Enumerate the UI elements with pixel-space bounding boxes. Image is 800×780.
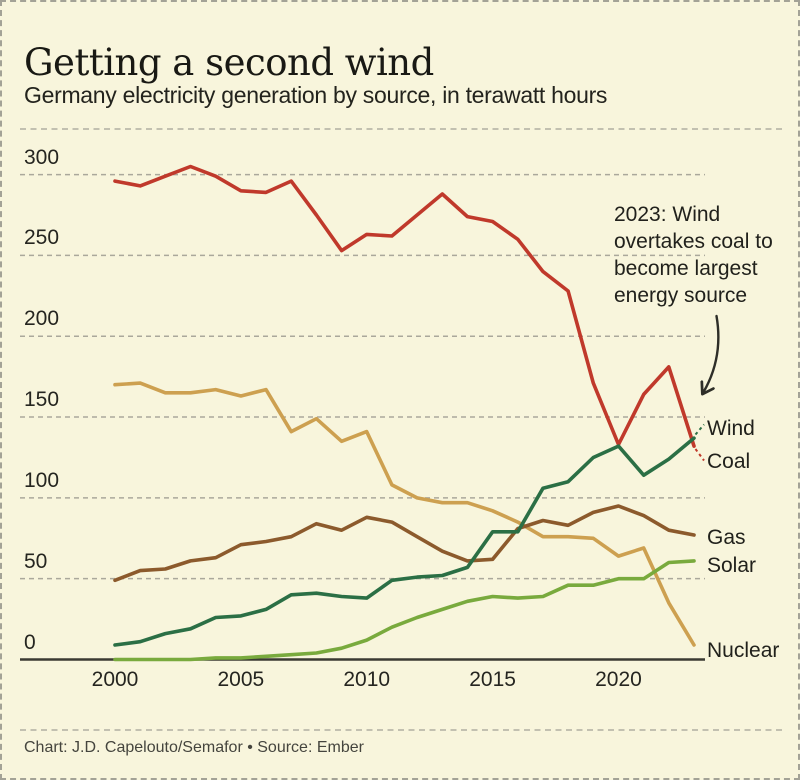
series-label-wind: Wind [707, 417, 755, 441]
series-label-coal: Coal [707, 450, 751, 474]
y-axis-tick-label-50: 50 [24, 549, 48, 573]
series-label-gas: Gas [707, 526, 746, 550]
y-axis-tick-label-100: 100 [24, 468, 60, 492]
series-lines [113, 164, 696, 662]
series-line-gas [113, 504, 696, 583]
series-line-wind [113, 436, 696, 647]
annotation-text: 2023: Wind overtakes coal to become larg… [614, 203, 773, 307]
x-axis-tick-label-2000: 2000 [91, 668, 139, 691]
annotation-arrow [703, 314, 720, 393]
x-axis-tick-label-2005: 2005 [217, 668, 265, 691]
credit-line: Chart: J.D. Capelouto/Semafor • Source: … [24, 739, 364, 756]
x-axis-tick-label-2015: 2015 [469, 668, 516, 691]
series-line-coal [113, 164, 696, 448]
chart-subtitle: Germany electricity generation by source… [24, 82, 608, 108]
x-axis-tick-label-2010: 2010 [343, 668, 391, 691]
y-axis-tick-label-200: 200 [24, 307, 60, 331]
y-axis-tick-label-150: 150 [24, 388, 60, 412]
page-title: Getting a second wind [24, 40, 434, 84]
leader-wind [694, 423, 705, 436]
series-line-nuclear [113, 381, 696, 647]
chart-decorations [694, 314, 720, 462]
x-axis-tick-label-2020: 2020 [595, 668, 642, 691]
y-axis-tick-label-300: 300 [24, 145, 60, 169]
y-axis-tick-label-250: 250 [24, 226, 60, 250]
gridlines [20, 128, 784, 731]
series-label-nuclear: Nuclear [707, 638, 780, 662]
series-line-solar [113, 559, 696, 662]
y-axis-tick-label-0: 0 [24, 630, 36, 654]
series-label-solar: Solar [707, 553, 757, 577]
leader-coal [694, 448, 705, 462]
